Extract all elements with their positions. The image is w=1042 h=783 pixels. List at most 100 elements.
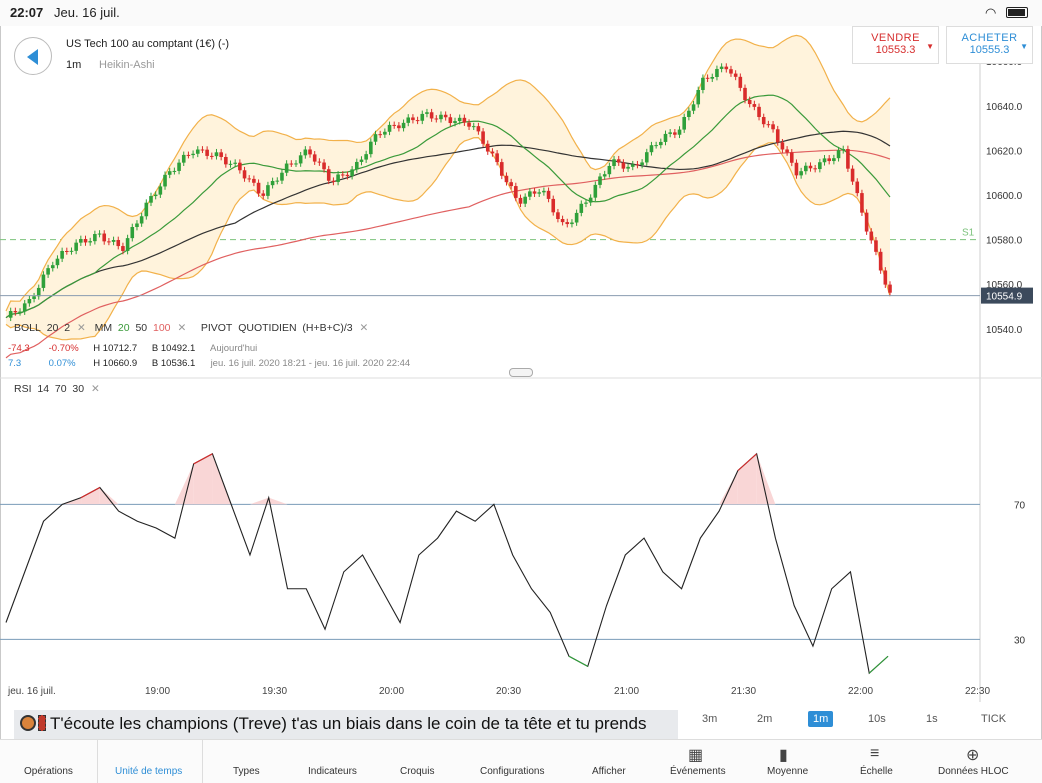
candle-body bbox=[733, 73, 738, 77]
candle-body bbox=[644, 152, 649, 163]
toolbar-hloc-data[interactable]: Données HLOC bbox=[938, 766, 1009, 777]
candle-body bbox=[630, 164, 635, 167]
toolbar-display[interactable]: Afficher bbox=[592, 766, 626, 777]
candle-body bbox=[659, 141, 663, 146]
candle-body bbox=[640, 162, 644, 165]
status-bar: 22:07 Jeu. 16 juil. ◠ bbox=[0, 0, 1042, 26]
candle-body bbox=[766, 124, 771, 126]
candle-body bbox=[804, 165, 808, 172]
instrument-title[interactable]: US Tech 100 au comptant (1€) (-) bbox=[66, 38, 230, 50]
remove-mm-icon[interactable]: ✕ bbox=[177, 322, 187, 334]
chart-canvas[interactable]: S1 10660.010640.010620.010600.010580.010… bbox=[0, 0, 1042, 740]
average-icon: ▮ bbox=[779, 747, 788, 764]
remove-pivot-icon[interactable]: ✕ bbox=[359, 322, 369, 334]
candle-body bbox=[93, 233, 97, 242]
rsi-legend: RSI 14 70 30 ✕ bbox=[14, 383, 100, 395]
candle-body bbox=[345, 174, 350, 177]
candle-body bbox=[27, 299, 32, 304]
pivot-name[interactable]: PIVOT bbox=[200, 322, 233, 334]
back-button[interactable] bbox=[14, 37, 52, 75]
buy-button[interactable]: ACHETER 10555.3 ▼ bbox=[946, 26, 1033, 64]
toolbar-types[interactable]: Types bbox=[233, 766, 260, 777]
toolbar-events[interactable]: Événements bbox=[670, 766, 726, 777]
rsi-pane: 70 30 bbox=[0, 377, 1042, 675]
candle-body bbox=[696, 89, 701, 105]
candle-body bbox=[22, 303, 27, 312]
candle-body bbox=[401, 122, 406, 129]
time-tick-label: 19:00 bbox=[145, 686, 170, 697]
candle-body bbox=[340, 174, 345, 176]
pivot-s1-label: S1 bbox=[962, 228, 975, 239]
toolbar-time-unit[interactable]: Unité de temps bbox=[115, 766, 183, 777]
toolbar-average[interactable]: Moyenne bbox=[767, 766, 809, 777]
chart-type-label: Heikin-Ashi bbox=[99, 59, 155, 71]
candle-body bbox=[55, 258, 60, 266]
candle-body bbox=[556, 212, 560, 220]
remove-boll-icon[interactable]: ✕ bbox=[77, 322, 86, 334]
candle-body bbox=[13, 311, 18, 313]
rsi-overbought-fill bbox=[737, 453, 757, 505]
price-tick-label: 10580.0 bbox=[986, 236, 1023, 247]
sell-price: 10553.3 bbox=[875, 44, 916, 56]
timeframe-10s[interactable]: 10s bbox=[868, 713, 886, 725]
toolbar-settings[interactable]: Configurations bbox=[480, 766, 545, 777]
candle-body bbox=[476, 126, 481, 132]
candle-body bbox=[729, 69, 733, 74]
candle-body bbox=[415, 120, 420, 122]
boll-name[interactable]: BOLL bbox=[14, 322, 41, 334]
wifi-icon: ◠ bbox=[985, 5, 997, 20]
candle-body bbox=[504, 175, 509, 183]
toolbar-operations[interactable]: Opérations bbox=[24, 766, 73, 777]
timeframe-tick[interactable]: TICK bbox=[981, 713, 1007, 725]
price-tick-label: 10540.0 bbox=[986, 325, 1023, 336]
rsi-oversold-segment bbox=[568, 655, 589, 667]
rsi-overbought-fill bbox=[268, 497, 288, 505]
rsi-overbought-segment bbox=[193, 453, 213, 465]
candle-body bbox=[425, 112, 429, 114]
candle-body bbox=[350, 169, 354, 177]
candle-body bbox=[74, 242, 78, 251]
timeframe-label: 1m bbox=[66, 59, 82, 71]
low-today: B 10492.1 bbox=[151, 343, 196, 354]
boll-param-2: 2 bbox=[64, 322, 71, 334]
remove-rsi-icon[interactable]: ✕ bbox=[91, 383, 100, 395]
timeframe-1s[interactable]: 1s bbox=[926, 713, 938, 725]
toolbar-scale[interactable]: Échelle bbox=[860, 766, 893, 777]
candle-body bbox=[715, 68, 719, 78]
candle-body bbox=[471, 126, 476, 128]
candle-body bbox=[457, 117, 462, 122]
timeframe-2m[interactable]: 2m bbox=[757, 713, 773, 725]
candle-body bbox=[275, 180, 280, 182]
candle-body bbox=[181, 154, 186, 163]
candle-body bbox=[50, 265, 55, 269]
rsi-upper-label: 70 bbox=[1014, 500, 1026, 511]
candle-body bbox=[855, 181, 860, 194]
toolbar-sketch[interactable]: Croquis bbox=[400, 766, 435, 777]
candle-body bbox=[46, 268, 50, 275]
current-price-label: 10554.9 bbox=[986, 292, 1023, 303]
timeframe-1m[interactable]: 1m bbox=[808, 711, 834, 727]
sell-button[interactable]: VENDRE 10553.3 ▼ bbox=[852, 26, 939, 64]
candle-body bbox=[771, 124, 775, 130]
candle-body bbox=[308, 149, 312, 155]
candle-body bbox=[18, 311, 22, 313]
stats-row-today: -74.3 -0.70% H 10712.7 B 10492.1 Aujourd… bbox=[8, 343, 257, 354]
timeframe-3m[interactable]: 3m bbox=[702, 713, 718, 725]
toolbar-indicators[interactable]: Indicateurs bbox=[308, 766, 357, 777]
mm-name[interactable]: MM bbox=[94, 322, 113, 334]
bollinger-upper-line bbox=[5, 34, 891, 312]
candle-body bbox=[743, 87, 747, 100]
price-axis: 10660.010640.010620.010600.010580.010560… bbox=[0, 26, 1033, 702]
rsi-name[interactable]: RSI bbox=[14, 383, 32, 395]
buy-caret-icon: ▼ bbox=[1020, 42, 1028, 51]
candle-body bbox=[383, 131, 387, 135]
candle-body bbox=[242, 170, 247, 179]
candle-body bbox=[233, 162, 237, 164]
pane-resize-handle[interactable] bbox=[509, 368, 533, 377]
rsi-param-1: 14 bbox=[37, 383, 50, 395]
candle-body bbox=[224, 156, 228, 165]
candle-body bbox=[280, 172, 284, 181]
ma-100-line bbox=[5, 149, 891, 359]
candle-body bbox=[509, 182, 513, 187]
back-arrow-icon bbox=[27, 49, 38, 65]
